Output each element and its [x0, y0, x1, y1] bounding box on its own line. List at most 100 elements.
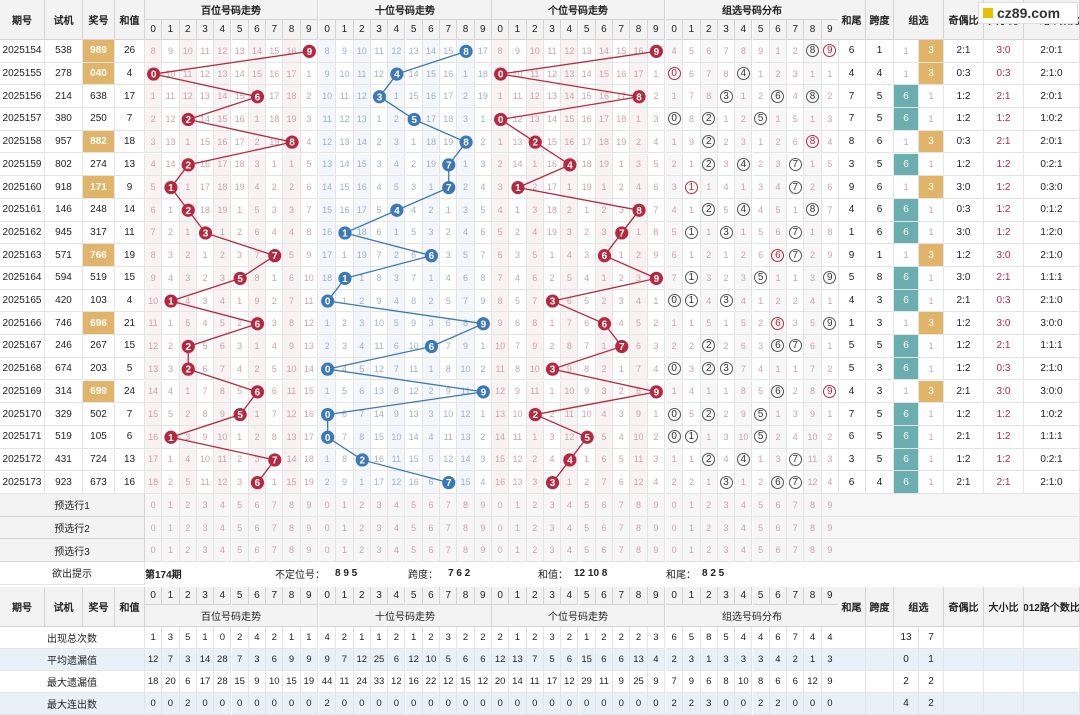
preselect-digit[interactable]: 1: [683, 516, 701, 540]
preselect-digit[interactable]: 9: [647, 539, 665, 563]
preselect-digit[interactable]: 6: [595, 539, 614, 563]
preselect-digit[interactable]: 2: [526, 494, 544, 517]
preselect-digit[interactable]: 5: [752, 516, 770, 540]
site-logo[interactable]: cz89.com: [978, 2, 1078, 24]
preselect-digit[interactable]: 6: [769, 494, 788, 517]
preselect-digit[interactable]: 7: [440, 516, 458, 540]
preselect-digit[interactable]: 4: [561, 539, 579, 563]
preselect-digit[interactable]: 7: [787, 494, 805, 517]
preselect-digit[interactable]: 7: [266, 516, 284, 540]
preselect-digit[interactable]: 7: [613, 539, 631, 563]
preselect-digit[interactable]: 1: [162, 516, 180, 540]
preselect-digit[interactable]: 3: [370, 494, 389, 517]
preselect-digit[interactable]: 4: [214, 516, 232, 540]
preselect-digit[interactable]: 9: [300, 516, 318, 540]
preselect-digit[interactable]: 9: [474, 539, 492, 563]
preselect-digit[interactable]: 7: [613, 494, 631, 517]
preselect-digit[interactable]: 2: [526, 539, 544, 563]
preselect-digit[interactable]: 8: [457, 539, 475, 563]
preselect-digit[interactable]: 3: [543, 494, 562, 517]
preselect-digit[interactable]: 3: [717, 539, 736, 563]
preselect-digit[interactable]: 0: [319, 516, 337, 540]
preselect-digit[interactable]: 7: [440, 494, 458, 517]
preselect-digit[interactable]: 5: [578, 539, 596, 563]
preselect-digit[interactable]: 7: [266, 539, 284, 563]
preselect-digit[interactable]: 6: [248, 539, 267, 563]
preselect-digit[interactable]: 0: [145, 494, 163, 517]
preselect-digit[interactable]: 1: [509, 494, 527, 517]
preselect-digit[interactable]: 3: [717, 516, 736, 540]
preselect-digit[interactable]: 8: [630, 494, 648, 517]
preselect-digit[interactable]: 2: [700, 516, 718, 540]
preselect-digit[interactable]: 0: [666, 494, 684, 517]
preselect-digit[interactable]: 3: [196, 516, 215, 540]
preselect-digit[interactable]: 1: [509, 516, 527, 540]
preselect-digit[interactable]: 1: [336, 539, 354, 563]
preselect-digit[interactable]: 7: [787, 516, 805, 540]
preselect-digit[interactable]: 4: [561, 516, 579, 540]
preselect-digit[interactable]: 0: [666, 539, 684, 563]
preselect-digit[interactable]: 1: [336, 516, 354, 540]
preselect-digit[interactable]: 2: [700, 494, 718, 517]
preselect-digit[interactable]: 8: [283, 516, 301, 540]
preselect-digit[interactable]: 5: [405, 494, 423, 517]
preselect-digit[interactable]: 7: [266, 494, 284, 517]
preselect-digit[interactable]: 4: [735, 539, 753, 563]
preselect-digit[interactable]: 9: [647, 516, 665, 540]
preselect-digit[interactable]: 9: [300, 494, 318, 517]
preselect-digit[interactable]: 4: [561, 494, 579, 517]
preselect-digit[interactable]: 1: [162, 494, 180, 517]
preselect-digit[interactable]: 1: [509, 539, 527, 563]
preselect-digit[interactable]: 8: [630, 539, 648, 563]
preselect-digit[interactable]: 2: [353, 539, 371, 563]
preselect-digit[interactable]: 0: [492, 539, 510, 563]
preselect-digit[interactable]: 6: [595, 516, 614, 540]
preselect-digit[interactable]: 6: [769, 539, 788, 563]
preselect-digit[interactable]: 5: [578, 516, 596, 540]
preselect-digit[interactable]: 9: [647, 494, 665, 517]
preselect-digit[interactable]: 7: [787, 539, 805, 563]
preselect-digit[interactable]: 7: [613, 516, 631, 540]
preselect-digit[interactable]: 2: [179, 516, 197, 540]
preselect-digit[interactable]: 9: [821, 539, 839, 563]
preselect-digit[interactable]: 8: [804, 539, 822, 563]
preselect-digit[interactable]: 9: [474, 494, 492, 517]
preselect-digit[interactable]: 8: [283, 539, 301, 563]
preselect-digit[interactable]: 6: [422, 516, 441, 540]
preselect-digit[interactable]: 5: [578, 494, 596, 517]
preselect-digit[interactable]: 8: [283, 494, 301, 517]
preselect-digit[interactable]: 2: [353, 494, 371, 517]
preselect-digit[interactable]: 6: [248, 494, 267, 517]
preselect-digit[interactable]: 6: [422, 539, 441, 563]
preselect-digit[interactable]: 0: [319, 494, 337, 517]
preselect-digit[interactable]: 5: [752, 494, 770, 517]
preselect-digit[interactable]: 4: [735, 494, 753, 517]
preselect-digit[interactable]: 4: [388, 494, 406, 517]
preselect-digit[interactable]: 6: [595, 494, 614, 517]
preselect-digit[interactable]: 2: [526, 516, 544, 540]
preselect-digit[interactable]: 1: [336, 494, 354, 517]
preselect-digit[interactable]: 5: [405, 516, 423, 540]
preselect-digit[interactable]: 5: [752, 539, 770, 563]
preselect-digit[interactable]: 9: [821, 516, 839, 540]
preselect-digit[interactable]: 3: [370, 516, 389, 540]
preselect-digit[interactable]: 0: [145, 539, 163, 563]
preselect-digit[interactable]: 9: [474, 516, 492, 540]
preselect-digit[interactable]: 7: [440, 539, 458, 563]
preselect-digit[interactable]: 5: [231, 516, 249, 540]
preselect-digit[interactable]: 0: [492, 516, 510, 540]
preselect-digit[interactable]: 8: [457, 494, 475, 517]
preselect-digit[interactable]: 3: [543, 539, 562, 563]
preselect-digit[interactable]: 4: [388, 539, 406, 563]
preselect-digit[interactable]: 3: [196, 494, 215, 517]
preselect-digit[interactable]: 5: [231, 539, 249, 563]
preselect-digit[interactable]: 9: [821, 494, 839, 517]
preselect-digit[interactable]: 4: [214, 539, 232, 563]
preselect-digit[interactable]: 9: [300, 539, 318, 563]
preselect-digit[interactable]: 3: [717, 494, 736, 517]
preselect-digit[interactable]: 1: [683, 539, 701, 563]
preselect-digit[interactable]: 0: [666, 516, 684, 540]
preselect-digit[interactable]: 6: [248, 516, 267, 540]
preselect-digit[interactable]: 4: [735, 516, 753, 540]
preselect-digit[interactable]: 1: [683, 494, 701, 517]
